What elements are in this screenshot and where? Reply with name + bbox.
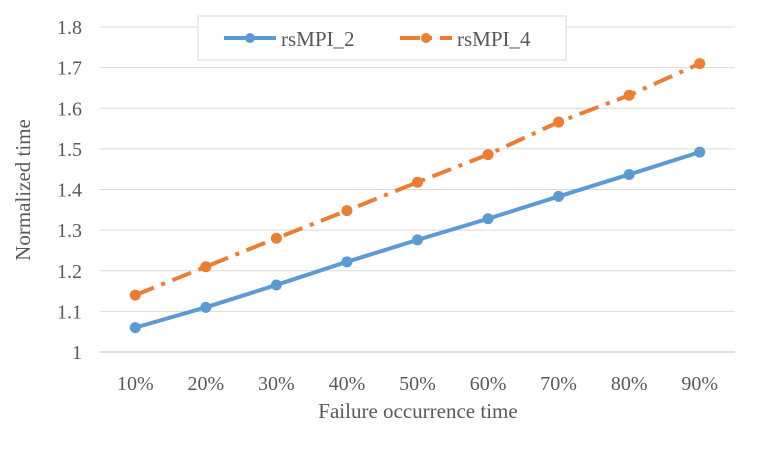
data-point: [270, 232, 282, 244]
data-point: [553, 116, 565, 128]
data-point: [129, 289, 141, 301]
y-axis-title: Normalized time: [11, 119, 35, 261]
y-tick-label: 1.1: [57, 301, 82, 323]
x-axis-title: Failure occurrence time: [318, 399, 517, 423]
data-point: [200, 261, 212, 273]
x-tick-label: 20%: [187, 373, 224, 395]
series-layer: [129, 58, 706, 334]
legend-box: [197, 15, 567, 61]
x-tick-label: 30%: [258, 373, 295, 395]
y-tick-label: 1.5: [57, 139, 82, 161]
x-tick-label: 60%: [470, 373, 507, 395]
data-point: [341, 256, 353, 268]
legend-label-rsmpi-2: rsMPI_2: [281, 27, 355, 51]
y-tick-label: 1.2: [57, 261, 82, 283]
x-tick-label: 90%: [681, 373, 718, 395]
data-point: [129, 322, 141, 334]
y-axis-ticks: 1 1.1 1.2 1.3 1.4 1.5 1.6 1.7 1.8: [57, 17, 82, 364]
gridlines: [100, 26, 735, 353]
data-point: [341, 205, 353, 217]
legend-marker-rsmpi-2: [245, 33, 255, 43]
x-tick-label: 80%: [611, 373, 648, 395]
data-point: [694, 58, 706, 70]
data-point: [623, 89, 635, 101]
y-tick-label: 1.6: [57, 98, 82, 120]
data-point: [482, 149, 494, 161]
y-tick-label: 1.7: [57, 58, 82, 80]
x-tick-label: 70%: [540, 373, 577, 395]
data-point: [694, 146, 706, 158]
y-tick-label: 1.3: [57, 220, 82, 242]
x-tick-label: 50%: [399, 373, 436, 395]
legend: rsMPI_2 rsMPI_4: [197, 15, 567, 61]
x-tick-label: 40%: [329, 373, 366, 395]
data-point: [412, 234, 423, 246]
data-point: [270, 279, 282, 291]
data-point: [412, 176, 423, 188]
legend-label-rsmpi-4: rsMPI_4: [457, 27, 531, 51]
y-tick-label: 1: [72, 342, 82, 364]
data-point: [200, 301, 212, 313]
data-point: [553, 190, 565, 202]
data-point: [623, 168, 635, 180]
x-axis-ticks: 10% 20% 30% 40% 50% 60% 70% 80% 90%: [117, 373, 718, 395]
data-point: [482, 213, 494, 225]
y-tick-label: 1.8: [57, 17, 82, 39]
y-tick-label: 1.4: [57, 180, 82, 202]
x-tick-label: 10%: [117, 373, 154, 395]
legend-marker-rsmpi-4: [421, 33, 431, 43]
